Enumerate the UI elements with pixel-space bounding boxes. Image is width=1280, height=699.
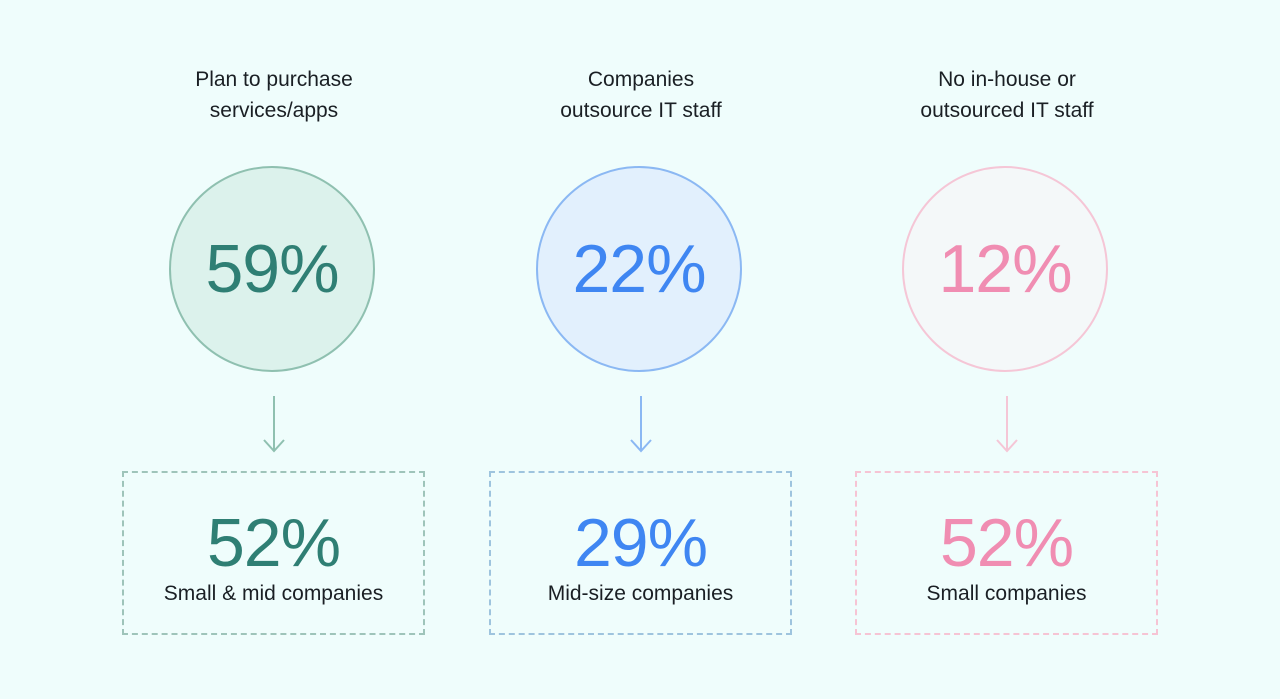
- stat-column-no-it-staff: No in-house or outsourced IT staff 12% 5…: [807, 0, 1207, 699]
- heading-line: services/apps: [209, 99, 339, 122]
- box-percentage: 52%: [939, 505, 1074, 581]
- column-heading: Companies outsource IT staff: [441, 64, 841, 126]
- stat-circle: 12%: [902, 166, 1108, 372]
- stat-box: 52% Small companies: [855, 471, 1158, 635]
- heading-line: outsourced IT staff: [920, 99, 1094, 122]
- circle-percentage: 22%: [572, 231, 706, 307]
- arrow-down-icon: [996, 396, 1018, 453]
- stat-circle: 22%: [536, 166, 742, 372]
- box-percentage: 29%: [573, 505, 708, 581]
- arrow-down-icon: [630, 396, 652, 453]
- circle-percentage: 12%: [938, 231, 1072, 307]
- box-label: Mid-size companies: [547, 582, 734, 605]
- heading-line: No in-house or: [938, 68, 1076, 91]
- stat-box: 52% Small & mid companies: [122, 471, 425, 635]
- column-heading: Plan to purchase services/apps: [74, 64, 474, 126]
- box-label: Small & mid companies: [163, 582, 384, 605]
- circle-percentage: 59%: [205, 231, 339, 307]
- column-heading: No in-house or outsourced IT staff: [807, 64, 1207, 126]
- heading-line: outsource IT staff: [560, 99, 722, 122]
- heading-line: Plan to purchase: [195, 68, 353, 91]
- stat-box: 29% Mid-size companies: [489, 471, 792, 635]
- arrow-down-icon: [263, 396, 285, 453]
- box-percentage: 52%: [206, 505, 341, 581]
- heading-line: Companies: [587, 68, 695, 91]
- stat-column-outsource: Companies outsource IT staff 22% 29% Mid…: [441, 0, 841, 699]
- stat-circle: 59%: [169, 166, 375, 372]
- box-label: Small companies: [926, 582, 1087, 605]
- stat-column-purchase: Plan to purchase services/apps 59% 52% S…: [74, 0, 474, 699]
